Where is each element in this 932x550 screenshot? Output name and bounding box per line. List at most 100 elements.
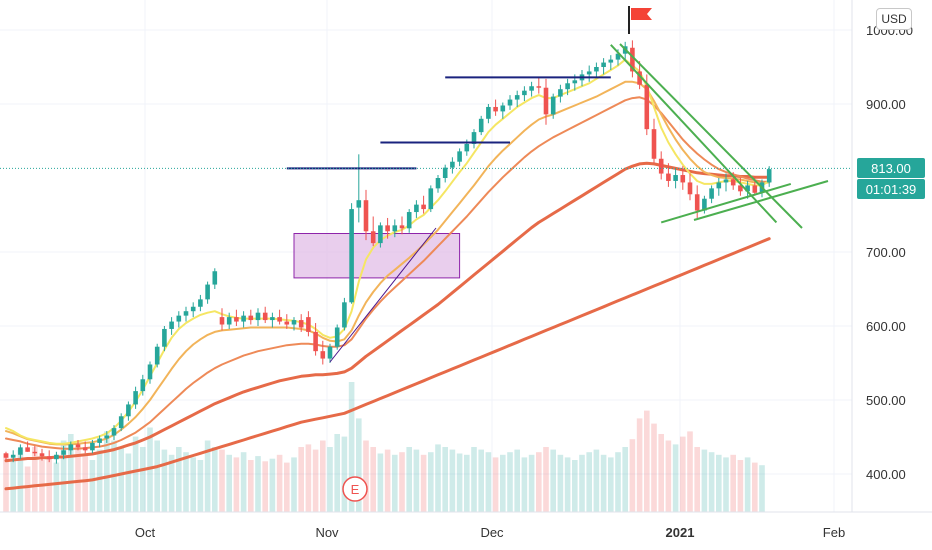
candle-body xyxy=(291,320,297,325)
volume-bar xyxy=(53,462,60,512)
volume-bar xyxy=(708,452,715,512)
moving-average-layer xyxy=(4,58,771,491)
volume-bar xyxy=(608,457,614,512)
candle-body xyxy=(392,225,398,232)
volume-bar xyxy=(672,444,679,512)
volume-bar xyxy=(651,423,657,512)
candle-body xyxy=(522,90,527,96)
candle-body xyxy=(687,182,693,195)
volume-bar xyxy=(147,427,153,512)
volume-bar xyxy=(744,457,751,512)
candle-body xyxy=(385,225,390,232)
time-axis[interactable]: Oct Nov Dec 2021 Feb xyxy=(135,525,845,540)
volume-layer xyxy=(3,382,765,512)
volume-bar xyxy=(636,418,643,512)
flag-marker[interactable] xyxy=(628,6,652,34)
price-tick-label: 600.00 xyxy=(866,319,906,334)
candle-body xyxy=(414,204,419,213)
candle-body xyxy=(306,317,311,332)
ma-line-200 xyxy=(4,237,771,491)
candle-body xyxy=(298,320,304,328)
volume-bar xyxy=(737,460,744,512)
time-tick-label: Nov xyxy=(315,525,339,540)
currency-button[interactable]: USD xyxy=(876,8,912,30)
candle-body xyxy=(54,454,59,460)
candle-body xyxy=(226,317,232,325)
volume-bar xyxy=(291,457,297,512)
candle-body xyxy=(169,321,174,329)
volume-bar xyxy=(600,454,607,512)
candle-body xyxy=(320,351,326,359)
volume-bar xyxy=(507,452,513,512)
candle-body xyxy=(140,379,146,392)
volume-bar xyxy=(104,431,110,512)
volume-bar xyxy=(226,454,232,512)
time-tick-label: Dec xyxy=(480,525,504,540)
flag-icon xyxy=(631,8,652,20)
candle-body xyxy=(212,271,218,285)
candle-body xyxy=(529,86,534,91)
candle-body xyxy=(10,454,16,458)
candle-body xyxy=(133,391,138,405)
candle-body xyxy=(118,416,124,429)
candle-body xyxy=(61,450,66,455)
volume-bar xyxy=(413,449,420,512)
volume-bar xyxy=(312,449,319,512)
candle-body xyxy=(730,179,736,186)
candle-body xyxy=(68,444,74,451)
candle-body xyxy=(421,204,426,210)
volume-bar xyxy=(723,457,729,512)
candle-body xyxy=(457,151,462,162)
volume-bar xyxy=(24,466,31,512)
volume-bar xyxy=(384,449,391,512)
volume-bar xyxy=(464,454,470,512)
candle-body xyxy=(694,194,700,211)
candle-body xyxy=(536,86,542,88)
volume-bar xyxy=(68,434,74,512)
earnings-marker-label: E xyxy=(351,482,360,497)
rising-trend-line xyxy=(329,227,437,363)
volume-bar xyxy=(89,460,96,512)
volume-bar xyxy=(132,436,139,512)
last-price-value: 813.00 xyxy=(871,160,911,176)
candle-body xyxy=(154,346,160,365)
volume-bar xyxy=(161,449,168,512)
ma-line-long-1 xyxy=(5,96,771,450)
candle-body xyxy=(234,317,239,322)
candle-body xyxy=(752,185,758,193)
volume-bar xyxy=(514,449,520,512)
time-tick-label: Oct xyxy=(135,525,156,540)
candle-body xyxy=(190,306,196,312)
volume-bar xyxy=(471,447,477,512)
volume-bar xyxy=(118,447,124,512)
candle-body xyxy=(262,312,268,321)
volume-bar xyxy=(60,440,67,512)
candle-body xyxy=(255,312,261,321)
volume-bar xyxy=(377,453,384,512)
price-tick-label: 900.00 xyxy=(866,97,906,112)
volume-bar xyxy=(550,449,556,512)
volume-bar xyxy=(348,382,355,512)
candle-body xyxy=(565,83,570,90)
candle-body xyxy=(709,188,714,199)
candle-body xyxy=(507,99,513,106)
candle-body xyxy=(334,327,340,347)
candle-body xyxy=(471,132,477,144)
volume-bar xyxy=(197,460,204,512)
volume-bar xyxy=(579,454,585,512)
candle-body xyxy=(75,444,81,448)
currency-label: USD xyxy=(881,12,907,26)
price-tick-label: 700.00 xyxy=(866,245,906,260)
earnings-marker[interactable]: E xyxy=(342,476,368,502)
candle-body xyxy=(205,284,210,300)
candle-body xyxy=(183,311,189,316)
volume-bar xyxy=(82,453,88,512)
candle-body xyxy=(615,53,621,60)
candle-body xyxy=(248,315,254,321)
candle-body xyxy=(46,456,52,460)
candle-body xyxy=(147,364,153,380)
volume-bar xyxy=(586,452,592,512)
